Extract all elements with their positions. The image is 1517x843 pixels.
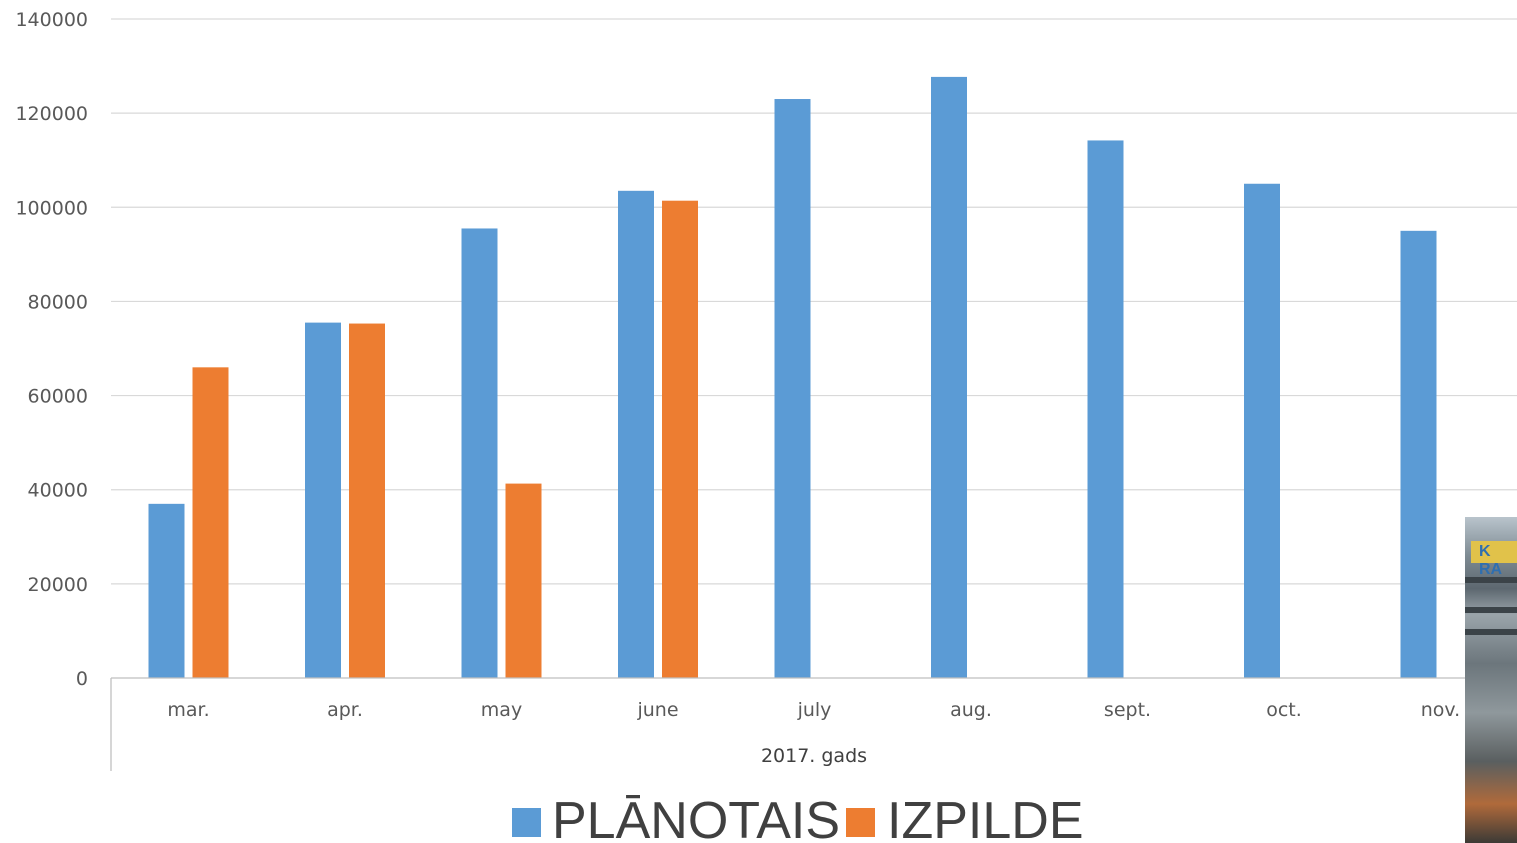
- bar-planotais-4: [774, 99, 811, 679]
- x-tick-label: mar.: [167, 699, 209, 721]
- y-tick-label: 120000: [15, 103, 88, 125]
- photo-sign: [1471, 541, 1517, 563]
- legend-label-planotais: PLĀNOTAIS: [552, 792, 840, 843]
- x-tick-label: may: [481, 699, 522, 721]
- x-axis-title: 2017. gads: [761, 745, 867, 767]
- bar-izpilde-3: [662, 200, 698, 678]
- bar-izpilde-0: [192, 367, 229, 678]
- x-tick-label: june: [636, 699, 678, 721]
- gridlines: [111, 18, 1517, 585]
- bar-izpilde-1: [349, 323, 385, 678]
- photo-fragment: K RA: [1465, 517, 1517, 843]
- bar-planotais-7: [1244, 183, 1280, 678]
- x-axis-ticks: mar. apr. may june july aug. sept. oct. nov.: [167, 699, 1460, 721]
- bar-planotais-3: [618, 190, 654, 678]
- legend-swatch-izpilde: [846, 808, 875, 837]
- photo-sign-text: K RA: [1479, 543, 1503, 578]
- legend: PLĀNOTAIS IZPILDE: [512, 792, 1084, 843]
- x-tick-label: apr.: [327, 699, 363, 721]
- y-tick-label: 140000: [15, 9, 88, 31]
- x-tick-label: nov.: [1421, 699, 1460, 721]
- x-tick-label: oct.: [1266, 699, 1302, 721]
- photo-stripe: [1465, 607, 1517, 613]
- bar-planotais-2: [461, 228, 498, 679]
- bar-izpilde-2: [505, 483, 542, 678]
- y-tick-label: 60000: [28, 386, 88, 408]
- axis-lines: [110, 677, 1517, 771]
- bar-planotais-5: [931, 76, 967, 679]
- bar-planotais-6: [1087, 140, 1124, 679]
- y-tick-label: 40000: [28, 480, 88, 502]
- bar-planotais-0: [148, 503, 185, 678]
- x-tick-label: sept.: [1104, 699, 1151, 721]
- photo-stripe: [1465, 629, 1517, 635]
- x-tick-label: aug.: [950, 699, 992, 721]
- y-tick-label: 80000: [28, 291, 88, 313]
- bars: [148, 76, 1437, 679]
- bar-planotais-8: [1400, 230, 1437, 679]
- photo-stripe: [1465, 577, 1517, 583]
- x-tick-label: july: [797, 699, 832, 721]
- legend-swatch-planotais: [512, 808, 541, 837]
- y-tick-label: 0: [76, 668, 88, 690]
- y-tick-label: 100000: [15, 197, 88, 219]
- legend-label-izpilde: IZPILDE: [887, 792, 1084, 843]
- bar-planotais-1: [305, 322, 341, 678]
- y-tick-label: 20000: [28, 574, 88, 596]
- y-axis-ticks: 0 20000 40000 60000 80000 100000 120000 140000: [15, 9, 88, 690]
